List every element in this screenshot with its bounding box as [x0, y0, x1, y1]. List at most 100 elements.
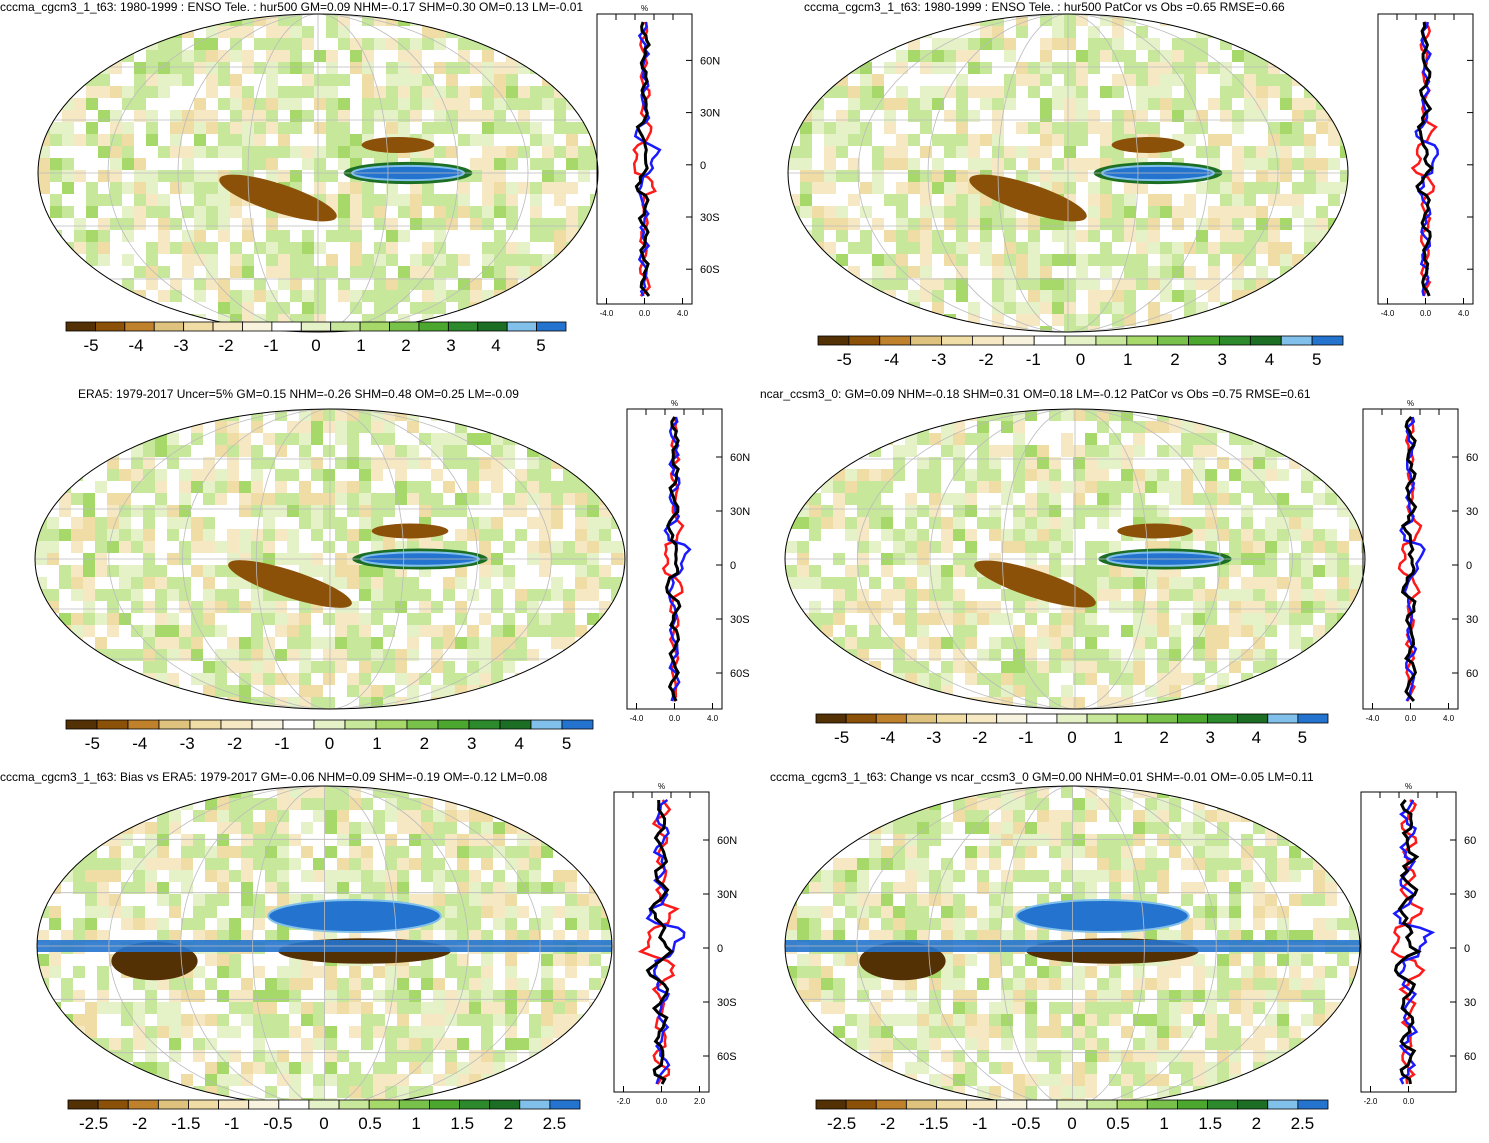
colorbar-label: -1 — [263, 336, 278, 355]
colorbar-label: 0 — [1076, 350, 1085, 369]
colorbar-box — [1208, 714, 1238, 723]
colorbar-label: 1.5 — [1198, 1114, 1222, 1133]
colorbar-box — [419, 322, 448, 331]
colorbar-box — [390, 322, 419, 331]
colorbar-box — [219, 1100, 249, 1109]
colorbar-box — [309, 1100, 339, 1109]
colorbar-label: 0.5 — [1106, 1114, 1130, 1133]
profile-lat-label: 60S — [730, 668, 750, 680]
colorbar-box — [399, 1100, 429, 1109]
colorbar-label: -5 — [834, 728, 849, 747]
profile-x-tick: -4.0 — [1366, 714, 1380, 723]
profile-x-tick: 4.0 — [1458, 309, 1470, 318]
colorbar-box — [1117, 1100, 1147, 1109]
colorbar-label: 5 — [1312, 350, 1321, 369]
colorbar-label: 4 — [1265, 350, 1274, 369]
colorbar-box — [460, 1100, 490, 1109]
colorbar-box — [818, 336, 849, 345]
colorbar-box — [407, 720, 438, 729]
colorbar-box — [1027, 714, 1057, 723]
profile-lat-label: 30N — [717, 889, 737, 901]
profile-unit: % — [1405, 782, 1412, 791]
colorbar-label: 1 — [411, 1114, 420, 1133]
colorbar-box — [252, 720, 283, 729]
colorbar-label: -0.5 — [263, 1114, 292, 1133]
colorbar-label: -4 — [128, 336, 143, 355]
colorbar-box — [490, 1100, 520, 1109]
colorbar-label: 4 — [514, 734, 523, 753]
profile-lat-label: 30 — [1466, 614, 1478, 626]
colorbar-box — [911, 336, 942, 345]
colorbar-box — [1147, 1100, 1177, 1109]
colorbar-box — [531, 720, 562, 729]
colorbar-box — [1158, 336, 1189, 345]
profile-x-tick: 4.0 — [677, 309, 689, 318]
colorbar-box — [1065, 336, 1096, 345]
colorbar-box — [846, 714, 876, 723]
colorbar-box — [1312, 336, 1343, 345]
colorbar-label: 3 — [1218, 350, 1227, 369]
colorbar-box — [190, 720, 221, 729]
colorbar-box — [1003, 336, 1034, 345]
colorbar-box — [469, 720, 500, 729]
colorbar-box — [507, 322, 536, 331]
colorbar-box — [936, 1100, 966, 1109]
colorbar-label: 1 — [1113, 728, 1122, 747]
colorbar-box — [1298, 714, 1328, 723]
colorbar-label: -1 — [1026, 350, 1041, 369]
map-field — [38, 14, 602, 338]
map-panel-1: cccma_cgcm3_1_t63: 1980-1999 : ENSO Tele… — [0, 0, 741, 375]
colorbar-box — [942, 336, 973, 345]
colorbar-box — [876, 714, 906, 723]
colorbar-box — [906, 714, 936, 723]
colorbar-box — [429, 1100, 459, 1109]
colorbar-label: 2 — [1159, 728, 1168, 747]
colorbar-box — [816, 714, 846, 723]
colorbar-box — [158, 1100, 188, 1109]
colorbar-label: 0 — [311, 336, 320, 355]
profile-lat-label: 30S — [717, 997, 737, 1009]
colorbar-box — [66, 322, 95, 331]
colorbar-box — [272, 322, 301, 331]
profile-x-tick: 2.0 — [694, 1097, 706, 1106]
profile-lat-label: 60N — [700, 55, 720, 67]
profile-x-tick: -2.0 — [617, 1097, 631, 1106]
colorbar-label: 2 — [401, 336, 410, 355]
colorbar-box — [249, 1100, 279, 1109]
colorbar-box — [906, 1100, 936, 1109]
colorbar-box — [1281, 336, 1312, 345]
colorbar-box — [846, 1100, 876, 1109]
colorbar-box — [184, 322, 213, 331]
colorbar-label: -2 — [978, 350, 993, 369]
colorbar-label: 2 — [504, 1114, 513, 1133]
colorbar-box — [97, 720, 128, 729]
colorbar-box — [448, 322, 477, 331]
colorbar-label: 0 — [1067, 728, 1076, 747]
colorbar-label: -4 — [884, 350, 899, 369]
colorbar-box — [936, 714, 966, 723]
colorbar-box — [95, 322, 124, 331]
colorbar-label: 2 — [420, 734, 429, 753]
colorbar-box — [1087, 714, 1117, 723]
colorbar-box — [1219, 336, 1250, 345]
colorbar-box — [1268, 714, 1298, 723]
colorbar-label: -2 — [227, 734, 242, 753]
colorbar-label: 4 — [1252, 728, 1261, 747]
map-panel-6: cccma_cgcm3_1_t63: Change vs ncar_ccsm3_… — [748, 768, 1489, 1143]
profile-unit: % — [671, 399, 678, 408]
colorbar-label: 1 — [356, 336, 365, 355]
colorbar-box — [331, 322, 360, 331]
colorbar-label: 1.5 — [450, 1114, 474, 1133]
colorbar-box — [128, 1100, 158, 1109]
colorbar-box — [154, 322, 183, 331]
